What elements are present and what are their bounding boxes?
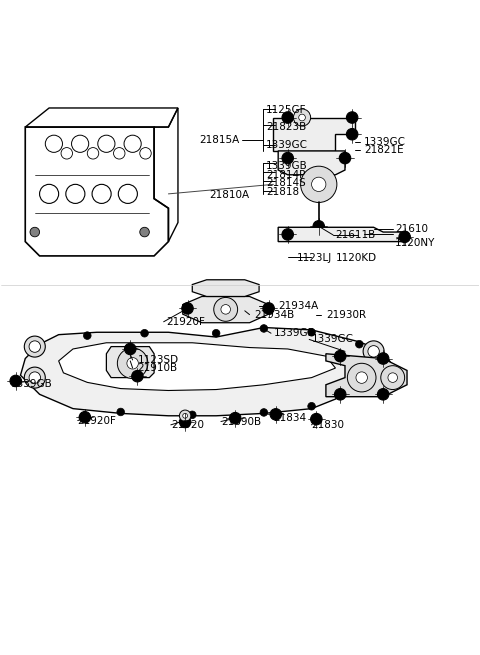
Circle shape <box>368 374 379 386</box>
Polygon shape <box>21 328 393 416</box>
Circle shape <box>29 372 40 383</box>
Circle shape <box>183 413 188 418</box>
Text: 21934B: 21934B <box>254 310 295 320</box>
Text: 21823B: 21823B <box>266 122 307 132</box>
Text: 21611B: 21611B <box>336 230 376 240</box>
Circle shape <box>308 328 315 336</box>
Text: 1339GC: 1339GC <box>364 138 406 147</box>
Polygon shape <box>192 280 259 297</box>
Polygon shape <box>278 227 407 242</box>
Text: 1123SD: 1123SD <box>137 355 179 365</box>
Circle shape <box>356 372 367 383</box>
Circle shape <box>117 408 124 416</box>
Text: 21834: 21834 <box>274 413 307 423</box>
Circle shape <box>348 364 376 392</box>
Polygon shape <box>59 343 336 390</box>
Circle shape <box>24 336 45 357</box>
Text: 1125GF: 1125GF <box>266 105 307 115</box>
Circle shape <box>282 229 293 240</box>
Circle shape <box>388 373 397 383</box>
Circle shape <box>311 413 322 425</box>
Polygon shape <box>274 117 355 151</box>
Circle shape <box>24 367 45 388</box>
Text: 21814S: 21814S <box>266 178 306 188</box>
Circle shape <box>229 413 241 424</box>
Circle shape <box>124 343 136 355</box>
Circle shape <box>282 153 293 164</box>
Circle shape <box>29 341 40 352</box>
Text: 21910B: 21910B <box>137 363 178 373</box>
Circle shape <box>377 353 389 364</box>
Text: 1120KD: 1120KD <box>336 253 377 263</box>
Circle shape <box>300 166 337 202</box>
Circle shape <box>180 417 191 428</box>
Circle shape <box>117 348 148 379</box>
Circle shape <box>363 341 384 362</box>
Text: 21821E: 21821E <box>364 145 404 155</box>
Circle shape <box>339 153 351 164</box>
Circle shape <box>335 350 346 362</box>
Text: 1339GC: 1339GC <box>266 140 308 150</box>
Polygon shape <box>326 354 407 397</box>
Text: 21610: 21610 <box>395 224 428 234</box>
Text: 1339GB: 1339GB <box>266 161 308 171</box>
Circle shape <box>221 305 230 314</box>
Text: 21920: 21920 <box>171 420 204 430</box>
Circle shape <box>30 227 39 237</box>
Text: 21830: 21830 <box>312 420 345 430</box>
Polygon shape <box>183 297 269 323</box>
Circle shape <box>214 297 238 322</box>
Text: 21890B: 21890B <box>221 417 261 426</box>
Circle shape <box>180 410 191 422</box>
Circle shape <box>189 411 196 419</box>
Text: 1120NY: 1120NY <box>395 238 435 248</box>
Circle shape <box>10 375 22 386</box>
Circle shape <box>182 303 193 314</box>
Circle shape <box>335 388 346 400</box>
Circle shape <box>347 128 358 140</box>
Circle shape <box>270 409 281 420</box>
Circle shape <box>282 112 293 123</box>
Circle shape <box>308 402 315 410</box>
Circle shape <box>363 369 384 390</box>
Text: 1339GB: 1339GB <box>11 379 53 389</box>
Circle shape <box>399 231 410 242</box>
Text: 1339GB: 1339GB <box>274 328 315 338</box>
Polygon shape <box>107 346 154 378</box>
Circle shape <box>127 358 138 369</box>
Circle shape <box>84 332 91 339</box>
Circle shape <box>132 371 143 382</box>
Text: 21814P: 21814P <box>266 170 306 179</box>
Text: 21810A: 21810A <box>209 190 249 200</box>
Text: 21818: 21818 <box>266 187 300 197</box>
Circle shape <box>263 303 275 314</box>
Circle shape <box>260 325 268 332</box>
Text: 21920F: 21920F <box>78 415 117 426</box>
Text: 21920F: 21920F <box>166 317 205 327</box>
Text: 21930R: 21930R <box>326 310 366 320</box>
Text: 1339GC: 1339GC <box>312 335 354 345</box>
Circle shape <box>141 329 148 337</box>
Circle shape <box>260 409 268 417</box>
Text: 1123LJ: 1123LJ <box>297 253 333 263</box>
Circle shape <box>293 109 311 126</box>
Circle shape <box>381 365 405 390</box>
Text: 21934A: 21934A <box>278 301 318 311</box>
Circle shape <box>313 221 324 232</box>
Circle shape <box>347 112 358 123</box>
Circle shape <box>356 341 363 348</box>
Polygon shape <box>278 151 345 175</box>
Circle shape <box>368 346 379 357</box>
Circle shape <box>212 329 220 337</box>
Circle shape <box>377 388 389 400</box>
Text: 21815A: 21815A <box>199 136 240 145</box>
Circle shape <box>299 114 305 121</box>
Circle shape <box>79 411 91 423</box>
Circle shape <box>140 227 149 237</box>
Circle shape <box>312 177 326 191</box>
